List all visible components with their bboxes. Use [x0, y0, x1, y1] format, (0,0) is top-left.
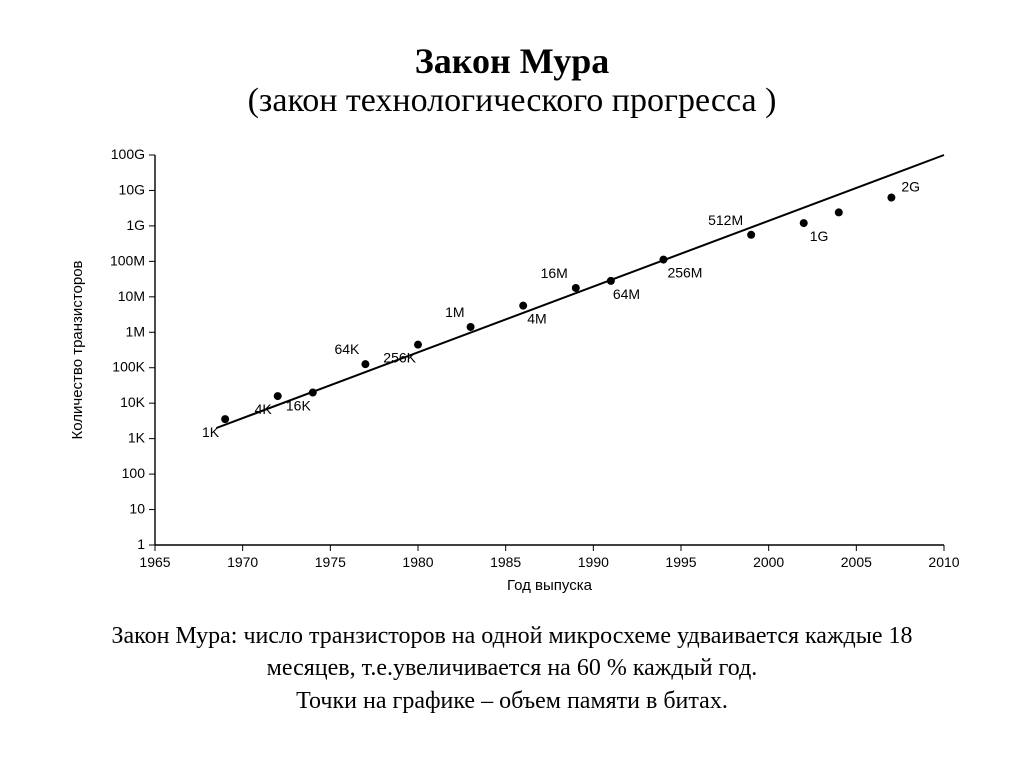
- data-point: [887, 194, 895, 202]
- x-axis-label: Год выпуска: [507, 577, 593, 594]
- data-point-label: 2G: [901, 179, 920, 195]
- y-tick-label: 1: [137, 536, 145, 552]
- y-tick-label: 10: [129, 501, 145, 517]
- y-tick-label: 100: [122, 465, 146, 481]
- data-point: [519, 302, 527, 310]
- data-point-label: 1M: [445, 304, 464, 320]
- data-point-label: 16K: [286, 398, 312, 414]
- trend-line: [216, 155, 944, 428]
- data-point-label: 64K: [334, 341, 360, 357]
- data-point: [274, 392, 282, 400]
- y-tick-label: 100G: [111, 146, 145, 162]
- x-tick-label: 2010: [928, 554, 959, 570]
- y-tick-label: 1G: [126, 217, 145, 233]
- data-point-label: 16M: [541, 265, 568, 281]
- data-point-label: 4K: [255, 401, 273, 417]
- data-point: [747, 231, 755, 239]
- x-tick-label: 1985: [490, 554, 521, 570]
- data-point: [467, 323, 475, 331]
- caption: Закон Мура: число транзисторов на одной …: [0, 620, 1024, 717]
- y-tick-label: 100M: [110, 252, 145, 268]
- data-point: [800, 219, 808, 227]
- x-tick-label: 1990: [578, 554, 609, 570]
- caption-line-2: месяцев, т.е.увеличивается на 60 % кажды…: [0, 652, 1024, 684]
- data-point-label: 1K: [202, 424, 220, 440]
- y-tick-label: 10M: [118, 288, 145, 304]
- data-point-label: 256K: [383, 350, 416, 366]
- page-title: Закон Мура: [0, 40, 1024, 82]
- data-point: [361, 360, 369, 368]
- moores-law-chart: 1 10 100 1K 10K 100K 1M 10M 100M 1G 10G 100G 1965 197…: [60, 140, 964, 600]
- x-tick-label: 2005: [841, 554, 872, 570]
- caption-line-1: Закон Мура: число транзисторов на одной …: [0, 620, 1024, 652]
- y-tick-label: 10K: [120, 394, 146, 410]
- data-point-label: 256M: [667, 265, 702, 281]
- data-point-label: 512M: [708, 212, 743, 228]
- y-tick-label: 10G: [119, 181, 145, 197]
- data-point: [309, 389, 317, 397]
- data-point: [835, 208, 843, 216]
- y-axis-label: Количество транзисторов: [69, 260, 86, 439]
- x-tick-label: 1995: [665, 554, 696, 570]
- y-tick-label: 1K: [128, 430, 146, 446]
- x-tick-label: 1970: [227, 554, 258, 570]
- x-tick-label: 1980: [402, 554, 433, 570]
- data-point: [414, 341, 422, 349]
- data-point: [572, 284, 580, 292]
- caption-line-3: Точки на графике – объем памяти в битах.: [0, 685, 1024, 717]
- data-point: [607, 277, 615, 285]
- data-point: [659, 256, 667, 264]
- x-tick-label: 1975: [315, 554, 346, 570]
- data-point: [221, 415, 229, 423]
- y-tick-label: 100K: [112, 359, 145, 375]
- x-tick-label: 1965: [139, 554, 170, 570]
- x-tick-label: 2000: [753, 554, 784, 570]
- chart-svg: 1 10 100 1K 10K 100K 1M 10M 100M 1G 10G 100G 1965 197…: [60, 140, 964, 600]
- page-subtitle: (закон технологического прогресса ): [0, 82, 1024, 120]
- data-point-label: 64M: [613, 286, 640, 302]
- data-point-label: 1G: [810, 228, 829, 244]
- y-tick-label: 1M: [126, 323, 145, 339]
- data-point-label: 4M: [527, 311, 546, 327]
